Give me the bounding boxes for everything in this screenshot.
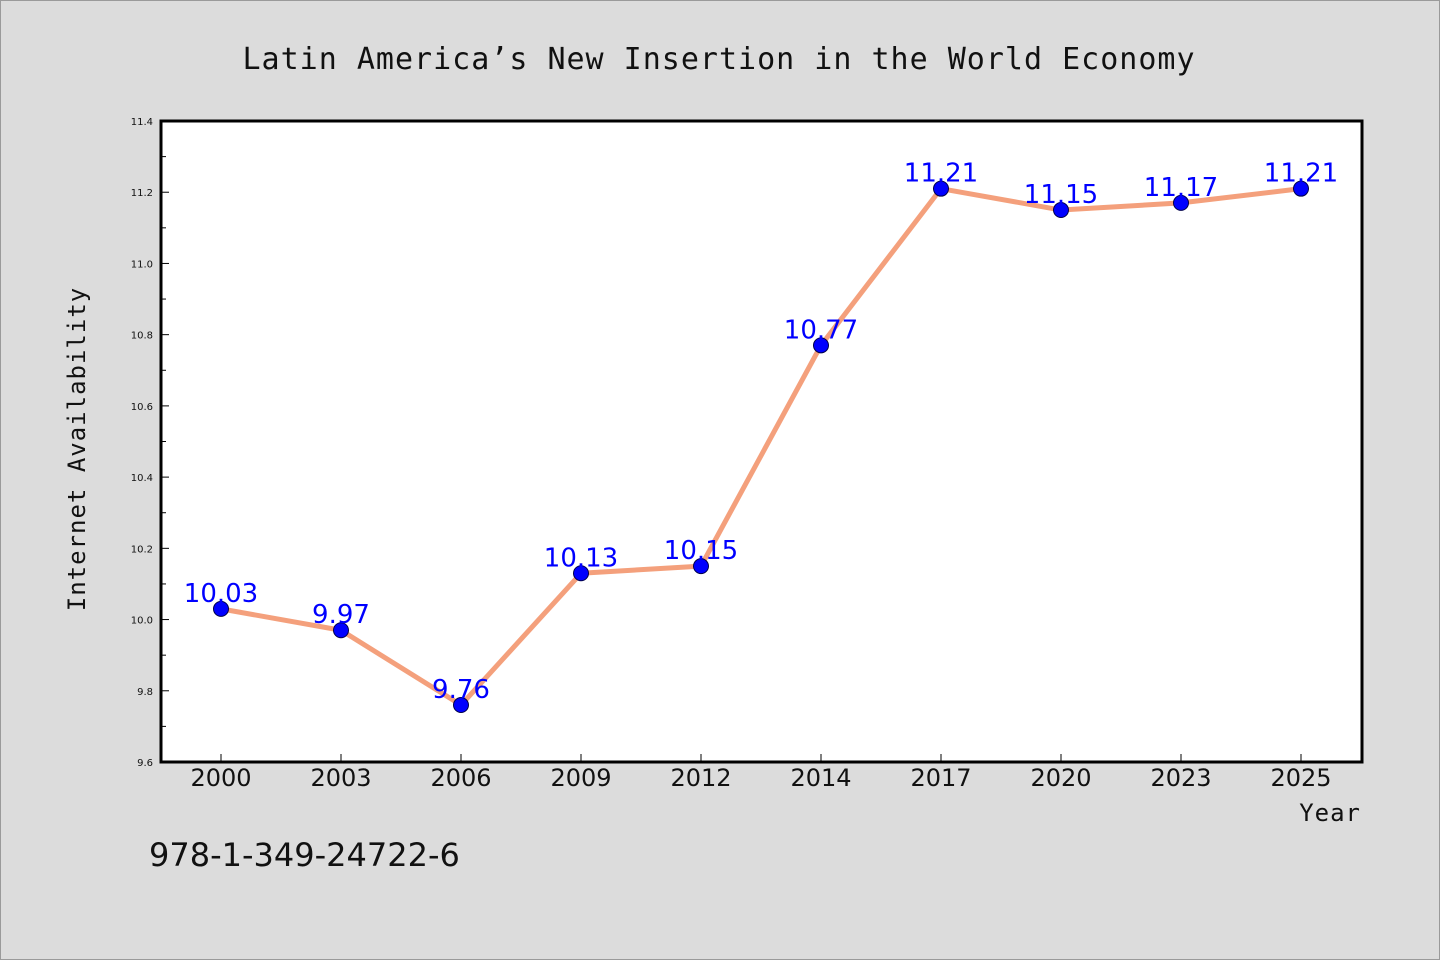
data-point-marker — [1053, 202, 1069, 219]
data-point-label: 10.15 — [664, 536, 738, 566]
data-point-label: 11.21 — [1264, 159, 1338, 189]
y-axis: 9.6 9.8 10.0 10.2 10.4 10.6 10.8 11.0 11.2 11.4 — [131, 117, 169, 769]
data-point-marker — [933, 180, 949, 197]
y-axis-label: Internet Availability — [63, 287, 91, 611]
x-tick-label: 2017 — [910, 764, 971, 792]
data-point-label: 11.17 — [1144, 173, 1218, 203]
y-tick-label: 10.4 — [131, 473, 153, 484]
data-point-marker — [213, 600, 229, 617]
x-tick-label: 2003 — [310, 764, 371, 792]
data-point-label: 9.97 — [312, 600, 370, 630]
data-point-marker — [693, 558, 709, 575]
series-layer: 10.03 9.97 9.76 10.13 10.15 10.77 11.21 11.15 11… — [184, 159, 1338, 714]
data-point-label: 10.77 — [784, 315, 858, 345]
x-tick-label: 2023 — [1150, 764, 1211, 792]
x-tick-label: 2000 — [190, 764, 251, 792]
x-axis: 2000 2003 2006 2009 2012 2014 2017 2020 2023 2025 — [190, 754, 1332, 792]
x-tick-label: 2025 — [1270, 764, 1331, 792]
data-point-label: 10.13 — [544, 543, 618, 573]
data-point-marker — [573, 565, 589, 582]
data-point-marker — [1293, 180, 1309, 197]
data-point-marker — [813, 337, 829, 354]
y-tick-label: 11.4 — [131, 117, 153, 128]
plot-area — [159, 119, 1364, 764]
data-point-label: 11.21 — [904, 159, 978, 189]
x-tick-label: 2009 — [550, 764, 611, 792]
y-tick-label: 10.0 — [131, 616, 153, 627]
series-line — [218, 186, 1304, 708]
x-tick-label: 2006 — [430, 764, 491, 792]
chart-title: Latin America’s New Insertion in the Wor… — [242, 42, 1195, 77]
data-point-label: 9.76 — [432, 675, 490, 705]
y-tick-label: 11.2 — [131, 188, 153, 199]
data-point-marker — [1173, 194, 1189, 211]
y-tick-label: 11.0 — [131, 259, 153, 270]
x-tick-label: 2012 — [670, 764, 731, 792]
x-tick-label: 2014 — [790, 764, 851, 792]
y-tick-label: 9.8 — [137, 687, 153, 698]
data-point-label: 11.15 — [1024, 180, 1098, 210]
data-point-label: 10.03 — [184, 579, 258, 609]
x-axis-label: Year — [1299, 799, 1361, 827]
y-tick-label: 10.2 — [131, 544, 153, 555]
isbn-footer: 978-1-349-24722-6 — [149, 836, 460, 874]
y-tick-label: 10.6 — [131, 402, 153, 413]
y-tick-label: 10.8 — [131, 331, 153, 342]
x-tick-label: 2020 — [1030, 764, 1091, 792]
data-point-marker — [333, 622, 349, 639]
y-tick-label: 9.6 — [137, 758, 153, 769]
data-point-marker — [453, 697, 469, 714]
